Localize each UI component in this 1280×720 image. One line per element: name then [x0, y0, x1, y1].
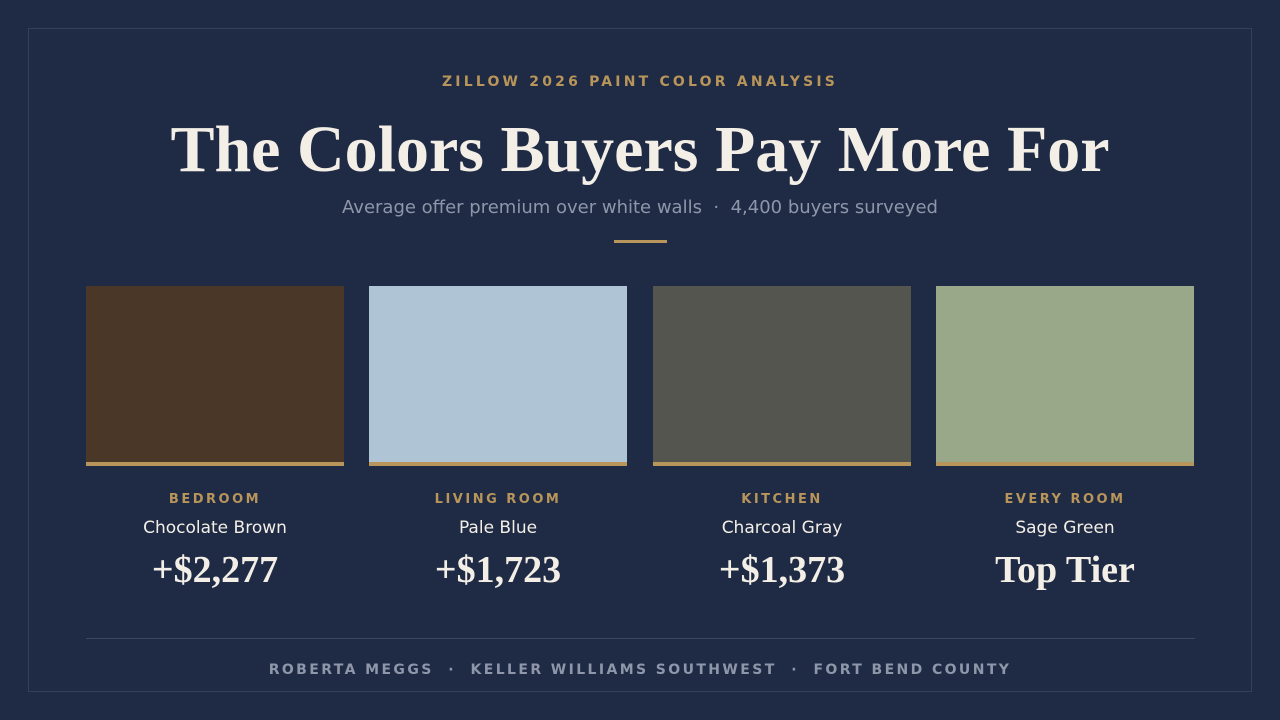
subtitle: Average offer premium over white walls ·…	[342, 197, 938, 218]
color-name: Pale Blue	[458, 518, 538, 538]
premium-value: +$1,373	[718, 549, 846, 591]
room-label: BEDROOM	[168, 492, 262, 507]
accent-rule	[614, 240, 667, 243]
color-swatch	[369, 286, 627, 466]
premium-value: +$1,723	[434, 549, 562, 591]
premium-value: +$2,277	[151, 549, 279, 591]
room-label: LIVING ROOM	[434, 492, 562, 507]
color-swatch	[653, 286, 911, 466]
frame	[28, 28, 1252, 692]
color-name: Chocolate Brown	[143, 518, 287, 538]
color-swatch	[936, 286, 1194, 466]
eyebrow: ZILLOW 2026 PAINT COLOR ANALYSIS	[441, 74, 839, 90]
room-label: KITCHEN	[741, 492, 823, 507]
premium-value: Top Tier	[995, 549, 1135, 591]
color-swatch	[86, 286, 344, 466]
color-name: Charcoal Gray	[721, 518, 843, 538]
room-label: EVERY ROOM	[1004, 492, 1126, 507]
divider	[86, 638, 1195, 639]
color-name: Sage Green	[1015, 518, 1115, 538]
title: The Colors Buyers Pay More For	[170, 113, 1110, 186]
footer: ROBERTA MEGGS · KELLER WILLIAMS SOUTHWES…	[268, 662, 1012, 678]
